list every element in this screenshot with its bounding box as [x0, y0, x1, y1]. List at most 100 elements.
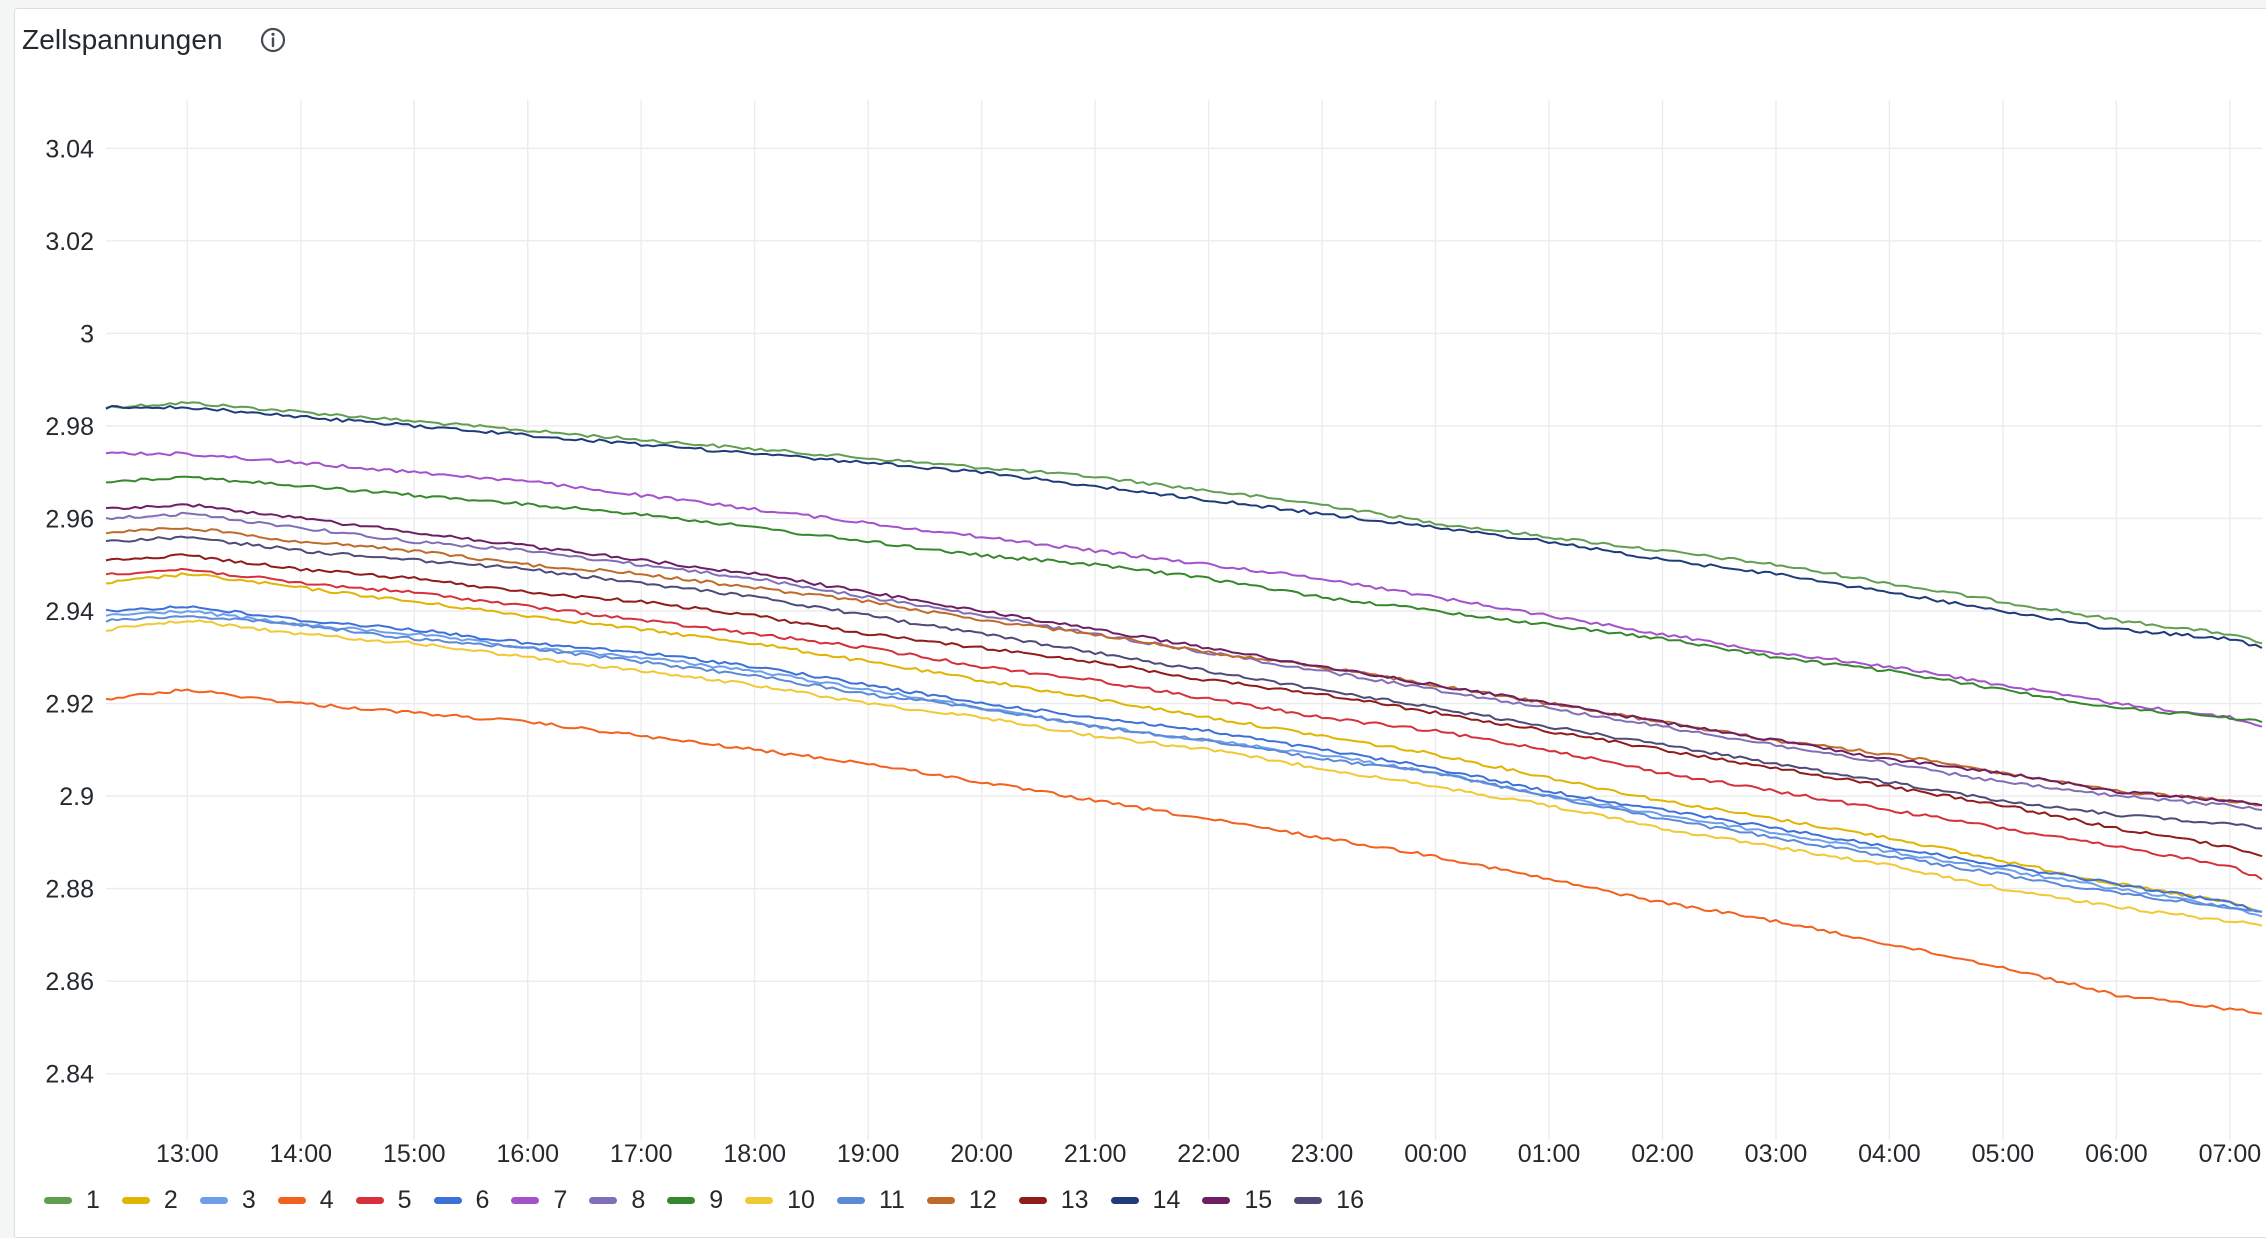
legend-item-16[interactable]: 16	[1294, 1186, 1364, 1215]
y-tick-label: 2.96	[45, 505, 94, 533]
series-line-4[interactable]	[105, 688, 2263, 1015]
y-axis: 2.84 2.86 2.88 2.9 2.92 2.94 2.96 2.98 3 3.02 3.04	[45, 135, 94, 1088]
y-tick-label: 2.9	[59, 783, 94, 811]
series-line-3[interactable]	[105, 609, 2263, 918]
legend-swatch	[277, 1196, 306, 1204]
legend-label: 4	[319, 1185, 334, 1214]
legend-item-9[interactable]: 9	[667, 1186, 723, 1215]
legend: 1 2 3 4 5 6 7 8 9 10 11 12 13 14 15 16	[44, 1182, 1386, 1218]
x-tick-label: 16:00	[496, 1140, 559, 1168]
legend-item-1[interactable]: 1	[44, 1186, 100, 1215]
panel-title[interactable]: Zellspannungen	[22, 24, 223, 55]
x-tick-label: 01:00	[1518, 1140, 1581, 1168]
legend-swatch	[511, 1196, 540, 1204]
legend-item-6[interactable]: 6	[433, 1185, 490, 1215]
series-line-13[interactable]	[105, 553, 2263, 858]
legend-label: 5	[397, 1185, 412, 1214]
x-axis: 13:00 14:00 15:00 16:00 17:00 18:00 19:00 20:00…	[156, 1140, 2261, 1168]
series-line-12[interactable]	[105, 527, 2263, 807]
legend-label: 6	[475, 1185, 490, 1214]
x-tick-label: 00:00	[1404, 1140, 1467, 1168]
x-tick-label: 13:00	[156, 1140, 219, 1168]
legend-item-8[interactable]: 8	[589, 1186, 645, 1215]
y-tick-label: 2.88	[45, 876, 94, 904]
legend-swatch	[199, 1196, 228, 1204]
legend-swatch	[836, 1196, 865, 1204]
legend-label: 2	[163, 1185, 178, 1214]
series-line-14[interactable]	[105, 405, 2263, 649]
legend-label: 15	[1244, 1185, 1273, 1214]
series-line-10[interactable]	[105, 619, 2263, 927]
legend-label: 10	[787, 1185, 815, 1214]
x-tick-label: 07:00	[2199, 1140, 2262, 1168]
series-line-16[interactable]	[105, 535, 2263, 830]
x-tick-label: 19:00	[837, 1140, 900, 1168]
legend-label: 7	[553, 1185, 568, 1214]
x-tick-label: 18:00	[723, 1140, 786, 1168]
series-line-6[interactable]	[105, 605, 2263, 913]
y-tick-label: 2.84	[45, 1061, 94, 1089]
legend-swatch	[44, 1196, 72, 1204]
y-tick-label: 2.98	[45, 413, 94, 441]
legend-label: 16	[1336, 1185, 1364, 1214]
grid	[106, 100, 2262, 1140]
x-tick-label: 02:00	[1631, 1140, 1694, 1168]
legend-item-5[interactable]: 5	[355, 1185, 412, 1215]
legend-item-10[interactable]: 10	[745, 1186, 815, 1215]
legend-swatch	[1202, 1196, 1231, 1204]
legend-swatch	[355, 1196, 384, 1204]
legend-label: 8	[631, 1185, 646, 1214]
series-line-9[interactable]	[105, 475, 2263, 724]
legend-swatch	[433, 1196, 462, 1204]
legend-label: 1	[86, 1185, 100, 1214]
x-tick-label: 06:00	[2085, 1140, 2148, 1168]
legend-swatch	[589, 1196, 618, 1204]
legend-swatch	[926, 1196, 955, 1204]
legend-swatch	[1018, 1196, 1047, 1204]
legend-label: 13	[1060, 1185, 1089, 1214]
y-tick-label: 3	[80, 320, 94, 348]
x-tick-label: 22:00	[1177, 1140, 1240, 1168]
series-line-15[interactable]	[105, 503, 2263, 807]
info-circle-icon[interactable]	[257, 24, 289, 56]
y-tick-label: 3.04	[45, 135, 94, 163]
x-tick-label: 03:00	[1745, 1140, 1808, 1168]
x-tick-label: 05:00	[1972, 1140, 2035, 1168]
legend-label: 11	[878, 1185, 905, 1214]
legend-item-7[interactable]: 7	[511, 1186, 567, 1215]
x-tick-label: 14:00	[270, 1140, 333, 1168]
series-lines[interactable]	[105, 401, 2263, 1015]
legend-item-15[interactable]: 15	[1202, 1186, 1272, 1215]
series-line-11[interactable]	[105, 615, 2263, 913]
x-tick-label: 21:00	[1064, 1140, 1127, 1168]
legend-label: 12	[968, 1185, 997, 1214]
panel-header: Zellspannungen	[22, 16, 289, 64]
y-tick-label: 2.92	[45, 691, 94, 719]
x-tick-label: 20:00	[950, 1140, 1013, 1168]
legend-item-13[interactable]: 13	[1018, 1185, 1089, 1215]
legend-item-12[interactable]: 12	[926, 1185, 997, 1215]
legend-label: 14	[1152, 1185, 1181, 1214]
legend-item-4[interactable]: 4	[277, 1185, 334, 1215]
legend-swatch	[745, 1196, 774, 1204]
legend-item-11[interactable]: 11	[836, 1185, 905, 1215]
y-tick-label: 3.02	[45, 228, 94, 256]
x-tick-label: 17:00	[610, 1140, 673, 1168]
legend-swatch	[1294, 1196, 1323, 1204]
legend-item-2[interactable]: 2	[121, 1185, 178, 1215]
series-line-2[interactable]	[105, 572, 2263, 913]
legend-label: 9	[709, 1185, 724, 1214]
x-tick-label: 15:00	[383, 1140, 446, 1168]
x-tick-label: 23:00	[1291, 1140, 1354, 1168]
y-tick-label: 2.94	[45, 598, 94, 626]
chart-panel	[14, 8, 2266, 1238]
series-line-1[interactable]	[105, 401, 2263, 645]
x-tick-label: 04:00	[1858, 1140, 1921, 1168]
legend-item-3[interactable]: 3	[199, 1186, 256, 1215]
legend-item-14[interactable]: 14	[1110, 1185, 1181, 1215]
series-line-5[interactable]	[105, 567, 2263, 881]
y-tick-label: 2.86	[45, 968, 94, 996]
series-line-7[interactable]	[105, 451, 2263, 728]
legend-swatch	[1110, 1196, 1139, 1204]
